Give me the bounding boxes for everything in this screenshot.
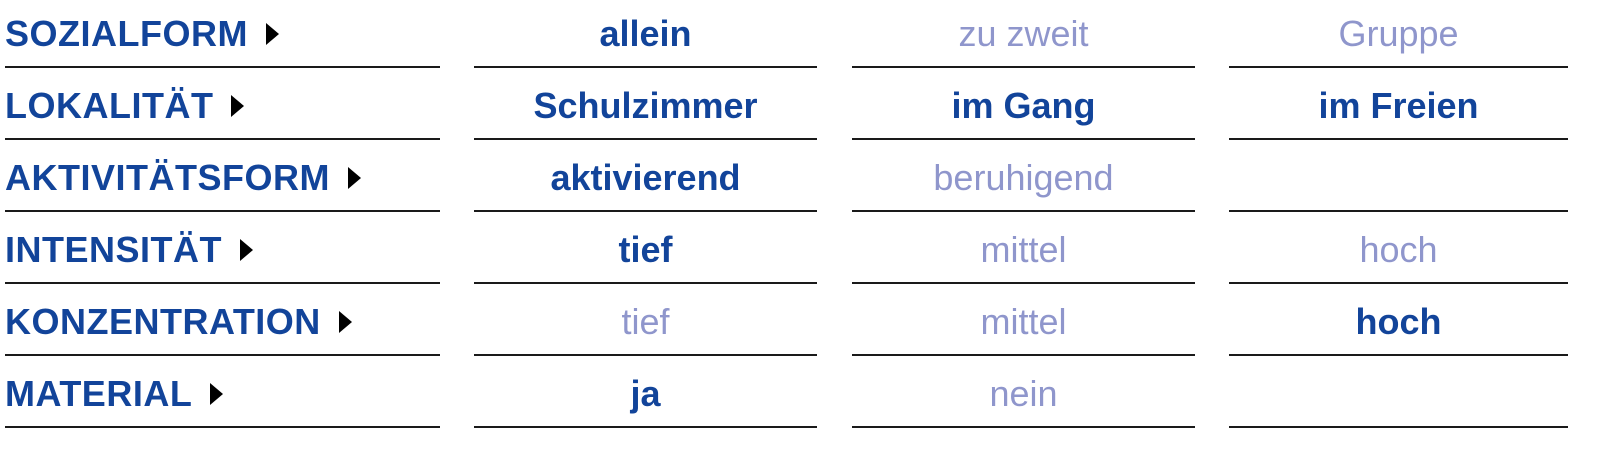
row-label: INTENSITÄT <box>5 218 440 284</box>
triangle-right-icon <box>231 95 245 117</box>
option-cell: beruhigend <box>852 146 1195 212</box>
triangle-right-icon <box>338 311 352 333</box>
row-label: SOZIALFORM <box>5 2 440 68</box>
row-label: MATERIAL <box>5 362 440 428</box>
option-cell: im Gang <box>852 74 1195 140</box>
option-cell: allein <box>474 2 817 68</box>
option-cell: mittel <box>852 218 1195 284</box>
option-cell: mittel <box>852 290 1195 356</box>
option-cell: aktivierend <box>474 146 817 212</box>
option-cell: Schulzimmer <box>474 74 817 140</box>
option-cell: ja <box>474 362 817 428</box>
option-cell: nein <box>852 362 1195 428</box>
triangle-right-icon <box>265 23 279 45</box>
table-row: AKTIVITÄTSFORM aktivierend beruhigend <box>0 146 1618 218</box>
triangle-right-icon <box>210 383 224 405</box>
table-row: INTENSITÄT tief mittel hoch <box>0 218 1618 290</box>
option-cell <box>1229 362 1568 428</box>
table-row: KONZENTRATION tief mittel hoch <box>0 290 1618 362</box>
option-cell: tief <box>474 290 817 356</box>
table-row: SOZIALFORM allein zu zweit Gruppe <box>0 2 1618 74</box>
triangle-right-icon <box>347 167 361 189</box>
option-cell <box>1229 146 1568 212</box>
option-cell: zu zweit <box>852 2 1195 68</box>
option-cell: hoch <box>1229 290 1568 356</box>
option-cell: hoch <box>1229 218 1568 284</box>
table-row: MATERIAL ja nein <box>0 362 1618 434</box>
option-cell: tief <box>474 218 817 284</box>
triangle-right-icon <box>240 239 253 261</box>
row-label: AKTIVITÄTSFORM <box>5 146 440 212</box>
table-row: LOKALITÄT Schulzimmer im Gang im Freien <box>0 74 1618 146</box>
row-label: LOKALITÄT <box>5 74 440 140</box>
option-cell: im Freien <box>1229 74 1568 140</box>
option-cell: Gruppe <box>1229 2 1568 68</box>
row-label: KONZENTRATION <box>5 290 440 356</box>
